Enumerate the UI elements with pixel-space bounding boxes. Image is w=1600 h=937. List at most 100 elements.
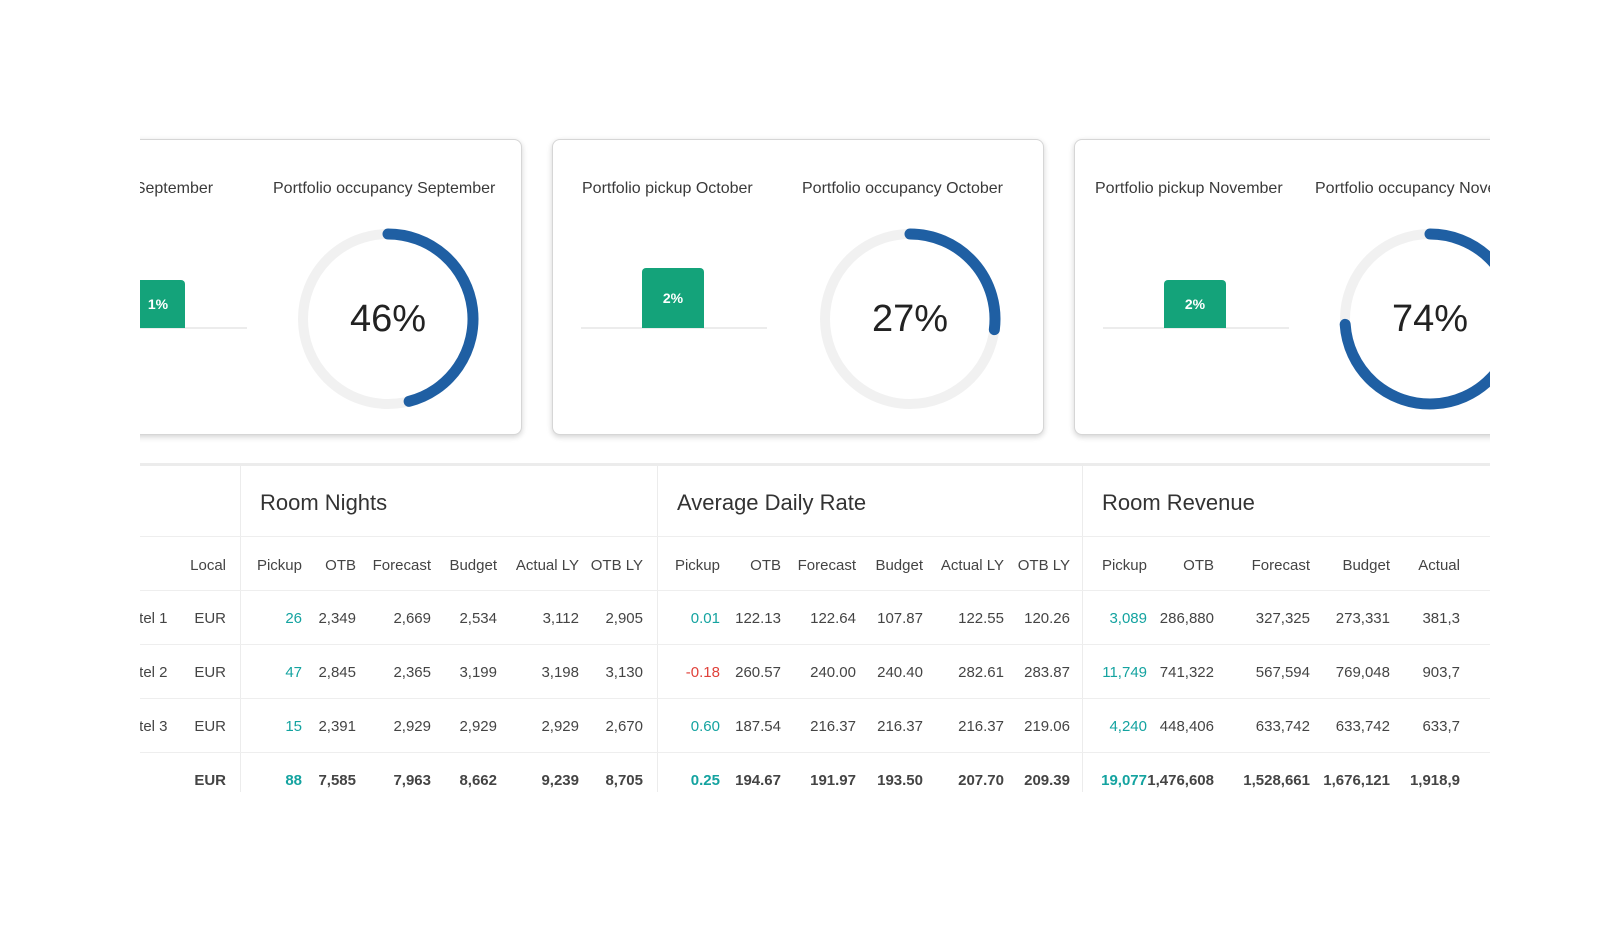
cell-adr-otb-ly: 219.06 (1024, 718, 1070, 735)
row-currency: EUR (194, 610, 226, 627)
header-rn-otb-ly: OTB LY (590, 557, 643, 574)
header-rn-forecast: Forecast (372, 557, 431, 574)
cell-adr-budget: 107.87 (877, 610, 923, 627)
cell-rev-budget: 1,676,121 (1323, 772, 1390, 789)
header-rev-actual-ly: Actual (1418, 557, 1460, 574)
donut-arc (1339, 228, 1490, 410)
cell-rn-actual-ly: 2,929 (541, 718, 579, 735)
cell-rev-actual-ly: 1,918,9 (1409, 772, 1460, 789)
header-rn-budget: Budget (449, 557, 497, 574)
header-rn-otb: OTB (325, 557, 356, 574)
pickup-bar: 2% (1164, 280, 1226, 328)
cell-adr-forecast: 191.97 (810, 772, 856, 789)
header-rn-pickup: Pickup (256, 557, 302, 574)
divider (140, 536, 1490, 537)
cell-rev-pickup: 11,749 (1102, 664, 1147, 681)
cell-rn-budget: 2,929 (459, 718, 497, 735)
pickup-value: 2% (1184, 296, 1206, 312)
header-local: Local (190, 557, 226, 574)
group-title-adr: Average Daily Rate (677, 490, 867, 515)
header-adr-forecast: Forecast (797, 557, 856, 574)
cell-rev-otb: 1,476,608 (1147, 772, 1214, 789)
cell-rn-otb-ly: 8,705 (605, 772, 643, 789)
cell-rev-actual-ly: 903,7 (1422, 664, 1460, 681)
cell-rn-otb-ly: 3,130 (605, 664, 643, 681)
cell-adr-forecast: 216.37 (810, 718, 856, 735)
header-adr-budget: Budget (875, 557, 923, 574)
row-divider (140, 698, 1490, 699)
group-title-room-revenue: Room Revenue (1102, 490, 1255, 515)
cell-rev-pickup: 3,089 (1109, 610, 1147, 627)
header-adr-otb: OTB (750, 557, 781, 574)
occupancy-value: 74% (1391, 298, 1469, 340)
cell-rn-actual-ly: 3,112 (542, 610, 579, 627)
cell-adr-pickup: 0.60 (690, 718, 720, 735)
row-label: Hotel 1 (140, 610, 168, 627)
cell-adr-forecast: 122.64 (810, 610, 856, 627)
pickup-label: Portfolio pickup November (1095, 180, 1283, 197)
pickup-baseline (140, 327, 247, 329)
column-divider (1082, 466, 1083, 792)
cell-rev-budget: 273,331 (1335, 610, 1390, 627)
occupancy-donut (820, 228, 1001, 409)
column-divider (657, 466, 658, 792)
row-divider (140, 752, 1490, 753)
cell-rev-otb: 286,880 (1159, 610, 1214, 627)
kpi-table: Room Nights Average Daily Rate Room Reve… (140, 463, 1490, 806)
cell-rn-actual-ly: 3,198 (541, 664, 579, 681)
row-label: Hotel 3 (140, 718, 168, 735)
header-rev-budget: Budget (1342, 557, 1390, 574)
header-adr-otb-ly: OTB LY (1017, 557, 1070, 574)
row-currency: EUR (194, 718, 226, 735)
occupancy-value: 46% (349, 298, 427, 340)
cell-rn-otb: 7,585 (318, 772, 356, 789)
header-adr-actual-ly: Actual LY (940, 557, 1004, 574)
cell-adr-budget: 240.40 (877, 664, 923, 681)
cell-adr-budget: 216.37 (877, 718, 923, 735)
pickup-baseline (1103, 327, 1289, 329)
row-currency: EUR (194, 772, 226, 789)
cell-rn-pickup: 47 (285, 664, 302, 681)
column-divider (240, 466, 241, 792)
donut-arc (382, 228, 479, 407)
pickup-value: 2% (662, 290, 684, 306)
cell-rev-otb: 741,322 (1159, 664, 1214, 681)
group-title-room-nights: Room Nights (260, 490, 388, 515)
cell-adr-pickup: 0.25 (690, 772, 720, 789)
header-adr-pickup: Pickup (674, 557, 720, 574)
cell-rn-budget: 2,534 (459, 610, 497, 627)
cell-adr-budget: 193.50 (877, 772, 923, 789)
cell-adr-otb: 122.13 (735, 610, 781, 627)
header-rn-actual-ly: Actual LY (515, 557, 579, 574)
cell-adr-otb: 260.57 (735, 664, 781, 681)
cell-rn-forecast: 7,963 (393, 772, 431, 789)
cell-rev-budget: 633,742 (1335, 718, 1390, 735)
cell-rn-pickup: 15 (285, 718, 302, 735)
occupancy-donut (298, 228, 479, 409)
cell-rn-otb: 2,391 (318, 718, 356, 735)
cell-rn-budget: 8,662 (459, 772, 497, 789)
cell-rn-otb-ly: 2,670 (605, 718, 643, 735)
cell-adr-otb: 187.54 (735, 718, 781, 735)
cell-rev-pickup: 4,240 (1109, 718, 1147, 735)
row-divider (140, 644, 1490, 645)
occupancy-donut (1339, 228, 1490, 410)
header-rev-pickup: Pickup (1101, 557, 1147, 574)
cell-adr-actual-ly: 216.37 (958, 718, 1004, 735)
cell-rev-otb: 448,406 (1159, 718, 1214, 735)
occupancy-label: Portfolio occupancy October (802, 180, 1003, 197)
cell-rev-forecast: 567,594 (1255, 664, 1310, 681)
cell-adr-otb-ly: 209.39 (1024, 772, 1070, 789)
cell-rev-actual-ly: 381,3 (1422, 610, 1460, 627)
kpi-card-november: Portfolio pickup November Portfolio occu… (1074, 139, 1490, 435)
cell-adr-actual-ly: 282.61 (958, 664, 1004, 681)
cell-adr-otb-ly: 283.87 (1024, 664, 1070, 681)
donut-arc (904, 228, 1001, 336)
occupancy-value: 27% (871, 298, 949, 340)
divider (140, 590, 1490, 591)
row-label: Hotel 2 (140, 664, 168, 681)
pickup-label: Portfolio pickup September (140, 180, 214, 197)
cell-adr-pickup: 0.01 (690, 610, 720, 627)
cell-rn-forecast: 2,365 (393, 664, 431, 681)
cell-rn-otb: 2,349 (318, 610, 356, 627)
